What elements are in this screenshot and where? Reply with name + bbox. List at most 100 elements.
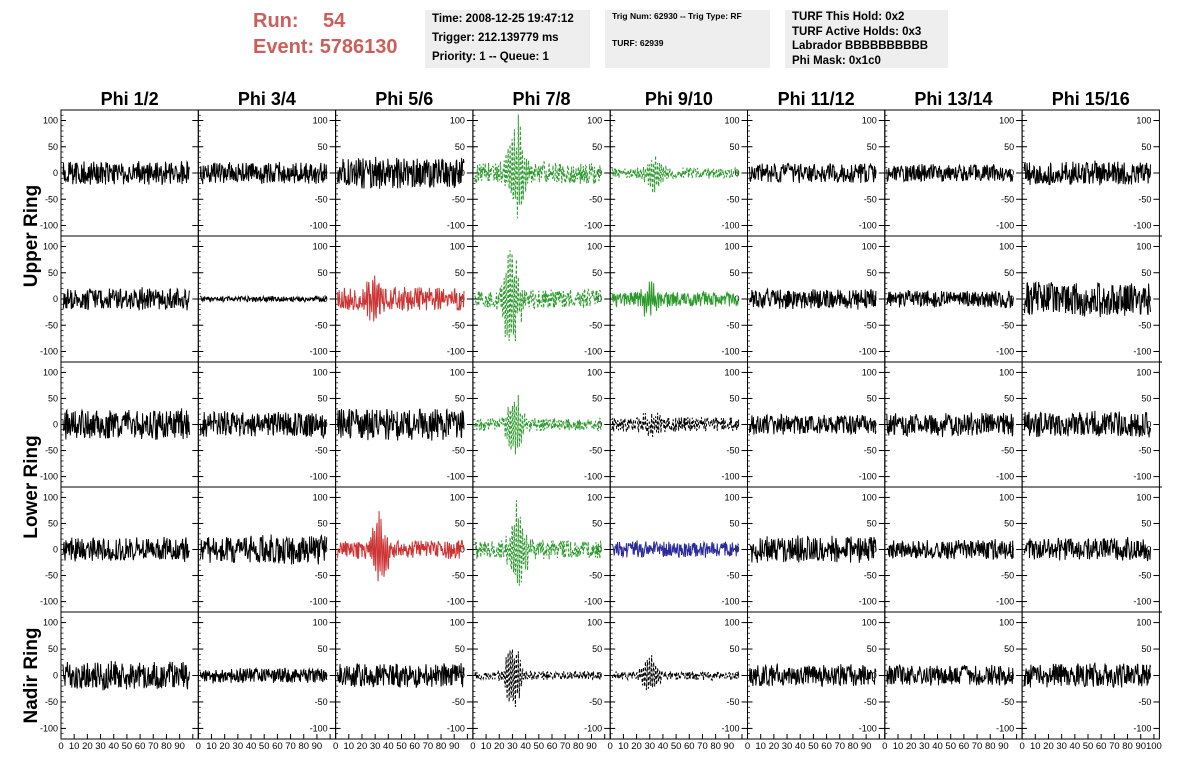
- waveform-trace: [749, 287, 877, 310]
- ytick-label: 100: [313, 492, 328, 502]
- time-info-box: Time: 2008-12-25 19:47:12 Trigger: 212.1…: [425, 10, 590, 68]
- waveform-trace: [611, 655, 740, 691]
- ring-label-3: Nadir Ring: [21, 627, 42, 723]
- ytick-label: 50: [592, 644, 602, 654]
- ytick-label: 100: [724, 242, 739, 252]
- ytick-label: 100: [450, 116, 465, 126]
- ytick-label: 50: [867, 393, 877, 403]
- xtick-label: 10: [69, 741, 80, 752]
- xtick-label: 20: [906, 741, 917, 752]
- xtick-label: 30: [233, 741, 244, 752]
- xtick-label: 40: [108, 741, 119, 752]
- ytick-label: -100: [721, 347, 739, 357]
- xtick-label: 40: [1070, 741, 1081, 752]
- panel-r1-c1: -100 -50 0 50 100: [40, 109, 199, 237]
- ytick-label: -50: [864, 194, 877, 204]
- ytick-label: 100: [1136, 116, 1151, 126]
- phi-header-8: Phi 15/16: [1052, 89, 1130, 109]
- waveform-trace: [474, 649, 602, 708]
- ytick-label: -50: [315, 320, 328, 330]
- xtick-label: 20: [82, 741, 93, 752]
- xtick-label: 70: [972, 741, 983, 752]
- xtick-label: 40: [246, 741, 257, 752]
- ytick-label: -100: [1133, 347, 1151, 357]
- waveform-trace: [199, 533, 328, 565]
- ytick-label: -50: [1001, 446, 1014, 456]
- ytick-label: 50: [48, 268, 58, 278]
- xtick-label: 90: [312, 741, 323, 752]
- ytick-label: -50: [452, 194, 465, 204]
- ytick-label: -100: [584, 347, 602, 357]
- ytick-label: -50: [45, 446, 58, 456]
- phi-header-7: Phi 13/14: [914, 89, 992, 109]
- waveform-trace: [474, 500, 602, 586]
- phi-header-6: Phi 11/12: [778, 89, 855, 109]
- ytick-label: 0: [53, 545, 58, 555]
- ytick-label: 100: [43, 116, 58, 126]
- panel-r4-c6: -100 -50 0 50 100: [747, 486, 886, 613]
- xtick-label: 70: [697, 741, 708, 752]
- ytick-label: 0: [734, 420, 739, 430]
- xtick-label: 60: [409, 741, 420, 752]
- ytick-label: -100: [859, 472, 877, 482]
- ytick-label: 50: [1141, 268, 1151, 278]
- ytick-label: 100: [587, 116, 602, 126]
- ytick-label: 100: [313, 618, 328, 628]
- ytick-label: 0: [872, 294, 877, 304]
- xtick-label: 20: [357, 741, 368, 752]
- waveform-trace: [1023, 662, 1151, 689]
- ytick-label: 50: [729, 268, 739, 278]
- xtick-label: 0: [608, 741, 613, 752]
- ytick-label: -100: [447, 472, 465, 482]
- xtick-label: 10: [893, 741, 904, 752]
- xtick-label: 20: [1043, 741, 1054, 752]
- xtick-label: 80: [985, 741, 996, 752]
- xtick-label: 70: [285, 741, 296, 752]
- xtick-label: 70: [423, 741, 434, 752]
- ytick-label: -100: [721, 472, 739, 482]
- xtick-label: 50: [534, 741, 545, 752]
- ytick-label: 50: [729, 142, 739, 152]
- ytick-label: 0: [1146, 545, 1151, 555]
- panel-r1-c5: -100 -50 0 50 100: [609, 109, 749, 237]
- ytick-label: 100: [450, 492, 465, 502]
- xtick-label: 10: [206, 741, 217, 752]
- ytick-label: 50: [455, 142, 465, 152]
- xtick-label: 80: [573, 741, 584, 752]
- turf-hold-line: TURF This Hold: 0x2: [792, 11, 905, 23]
- ytick-label: 100: [450, 367, 465, 377]
- xtick-label: 90: [724, 741, 735, 752]
- xtick-label: 50: [259, 741, 270, 752]
- xtick-label: 0: [333, 741, 338, 752]
- waveform-trace: [611, 412, 740, 437]
- ytick-label: 100: [587, 618, 602, 628]
- waveform-trace: [474, 394, 602, 455]
- ytick-label: 100: [724, 492, 739, 502]
- ytick-label: 100: [999, 618, 1014, 628]
- waveform-trace: [886, 290, 1014, 309]
- waveform-trace: [886, 539, 1014, 560]
- ytick-label: -50: [45, 194, 58, 204]
- ytick-label: -100: [1133, 472, 1151, 482]
- ytick-label: 50: [729, 393, 739, 403]
- ytick-label: 50: [1141, 644, 1151, 654]
- ytick-label: 50: [867, 142, 877, 152]
- xtick-label: 80: [161, 741, 172, 752]
- xtick-label: 30: [507, 741, 518, 752]
- xtick-label: 90: [998, 741, 1009, 752]
- trigger-info-box: Trig Num: 62930 -- Trig Type: RF TURF: 6…: [605, 10, 770, 68]
- ytick-label: 50: [592, 268, 602, 278]
- xtick-label: 0: [882, 741, 887, 752]
- xtick-label: 50: [122, 741, 133, 752]
- waveform-trace: [749, 413, 877, 436]
- ytick-label: -50: [1001, 571, 1014, 581]
- ytick-label: 100: [999, 242, 1014, 252]
- xtick-label: 80: [848, 741, 859, 752]
- xtick-label: 40: [795, 741, 806, 752]
